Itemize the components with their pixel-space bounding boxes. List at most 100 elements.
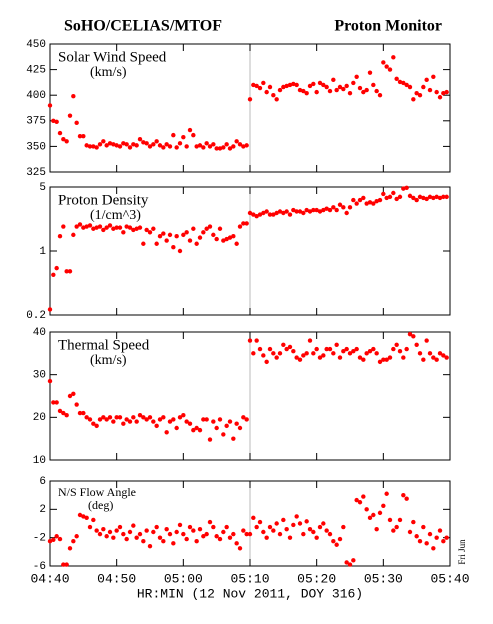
data-point bbox=[51, 272, 56, 277]
data-point bbox=[304, 519, 309, 524]
data-point bbox=[107, 141, 113, 146]
data-point bbox=[181, 413, 186, 418]
data-point bbox=[377, 93, 383, 98]
data-point bbox=[211, 142, 216, 147]
data-point bbox=[347, 90, 353, 96]
y-tick-label: 325 bbox=[26, 167, 46, 179]
data-point bbox=[177, 248, 183, 254]
data-point bbox=[157, 143, 163, 148]
data-point bbox=[304, 351, 309, 356]
data-point bbox=[361, 89, 366, 95]
data-point bbox=[314, 346, 319, 352]
y-tick-label: 10 bbox=[33, 455, 46, 467]
data-point bbox=[104, 143, 109, 148]
data-point bbox=[367, 200, 373, 205]
data-point bbox=[154, 139, 159, 144]
data-point bbox=[351, 80, 356, 86]
data-point bbox=[181, 232, 186, 238]
data-point bbox=[137, 225, 143, 230]
data-point bbox=[431, 74, 436, 79]
data-point bbox=[241, 144, 246, 149]
y-tick-label: -2 bbox=[33, 533, 46, 545]
data-point bbox=[84, 415, 89, 420]
data-point bbox=[74, 402, 79, 407]
data-point bbox=[207, 144, 213, 149]
data-point bbox=[104, 417, 109, 422]
data-point bbox=[174, 145, 179, 150]
data-point bbox=[134, 226, 139, 231]
data-point bbox=[177, 141, 183, 146]
data-point bbox=[421, 195, 426, 201]
data-point bbox=[384, 357, 389, 362]
data-point bbox=[371, 346, 376, 352]
data-point bbox=[397, 79, 403, 85]
data-point bbox=[114, 143, 119, 148]
data-point bbox=[241, 528, 246, 533]
data-point bbox=[77, 410, 83, 416]
data-point bbox=[57, 130, 63, 136]
data-point bbox=[117, 415, 123, 420]
data-point bbox=[357, 85, 363, 91]
data-point bbox=[377, 197, 383, 203]
data-point bbox=[271, 351, 276, 356]
data-point bbox=[364, 351, 369, 356]
data-point bbox=[294, 82, 299, 88]
data-point bbox=[47, 103, 53, 108]
data-point bbox=[117, 225, 123, 230]
data-point bbox=[357, 500, 363, 505]
data-point bbox=[81, 410, 86, 416]
data-point bbox=[97, 531, 103, 537]
data-point bbox=[177, 522, 183, 528]
data-point bbox=[227, 235, 233, 240]
data-point bbox=[221, 529, 226, 535]
data-point bbox=[221, 238, 226, 243]
data-point bbox=[184, 144, 189, 149]
data-point bbox=[121, 230, 126, 235]
panel-unit: (km/s) bbox=[90, 353, 127, 368]
data-point bbox=[151, 142, 156, 147]
data-point bbox=[57, 408, 63, 414]
data-point bbox=[437, 95, 443, 100]
data-point bbox=[434, 194, 439, 200]
data-point bbox=[427, 351, 433, 356]
data-point bbox=[414, 342, 419, 347]
data-point bbox=[197, 427, 203, 433]
data-point bbox=[224, 524, 229, 530]
data-point bbox=[344, 346, 349, 352]
data-point bbox=[191, 226, 196, 231]
data-point bbox=[174, 234, 179, 239]
data-point bbox=[264, 89, 269, 95]
data-point bbox=[164, 526, 169, 532]
data-point bbox=[391, 346, 396, 352]
data-point bbox=[61, 224, 66, 229]
data-point bbox=[431, 195, 436, 201]
data-point bbox=[404, 185, 409, 191]
data-point bbox=[344, 83, 349, 89]
data-point bbox=[134, 419, 139, 424]
data-point bbox=[161, 231, 166, 236]
data-point bbox=[147, 230, 153, 235]
data-point bbox=[281, 517, 286, 523]
data-point bbox=[57, 536, 63, 542]
data-point bbox=[111, 226, 116, 231]
data-point bbox=[77, 133, 83, 139]
data-point bbox=[234, 241, 239, 246]
data-point bbox=[307, 83, 313, 89]
data-point bbox=[411, 195, 416, 201]
data-point bbox=[421, 84, 426, 90]
y-tick-label: 0.2 bbox=[26, 310, 46, 322]
data-point bbox=[61, 137, 66, 142]
data-point bbox=[144, 417, 149, 422]
data-point bbox=[247, 338, 253, 343]
data-point bbox=[47, 307, 53, 312]
data-point bbox=[171, 541, 176, 546]
data-point bbox=[311, 351, 316, 356]
y-tick-label: 350 bbox=[26, 141, 46, 153]
y-tick-label: 2 bbox=[39, 504, 46, 516]
data-point bbox=[217, 536, 223, 542]
data-point bbox=[237, 546, 243, 551]
data-point bbox=[257, 85, 263, 91]
data-point bbox=[231, 436, 236, 441]
data-point bbox=[174, 425, 179, 431]
data-point bbox=[127, 145, 133, 150]
